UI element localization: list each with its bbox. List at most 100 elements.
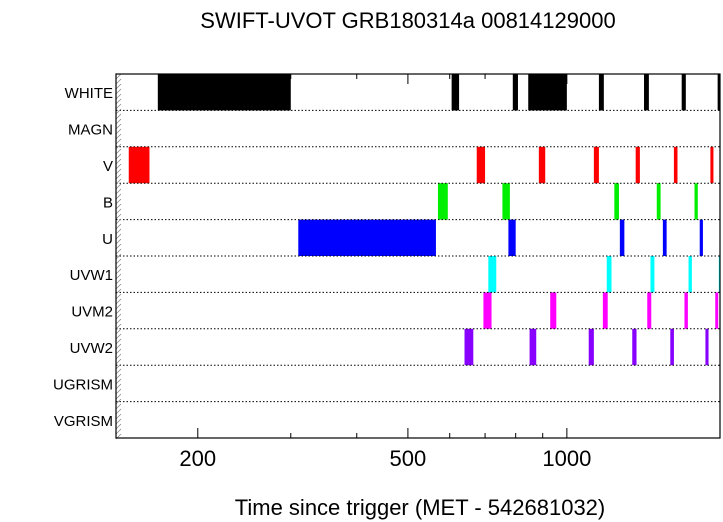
hatch-mark	[115, 278, 122, 285]
hatch-mark	[115, 298, 122, 305]
hatch-mark	[115, 93, 122, 100]
segment-uvw1-4	[688, 256, 692, 293]
row-label-uvm2: UVM2	[71, 304, 113, 321]
segment-uvm2-6	[715, 292, 719, 329]
hatch-mark	[115, 213, 122, 220]
hatch-mark	[115, 238, 122, 245]
segment-white-5	[598, 74, 604, 111]
hatch-mark	[115, 73, 122, 80]
hatch-mark	[115, 408, 122, 415]
hatch-mark	[115, 368, 122, 375]
hatch-mark	[115, 398, 122, 405]
x-axis-label: Time since trigger (MET - 542681032)	[235, 495, 606, 520]
hatch-mark	[115, 338, 122, 345]
row-label-b: B	[103, 194, 113, 211]
hatch-mark	[115, 233, 122, 240]
hatch-mark	[115, 293, 122, 300]
segment-uvm2-5	[684, 292, 688, 329]
segment-uvw2-2	[529, 328, 537, 366]
segment-white-4	[528, 74, 567, 111]
hatch-mark	[115, 163, 122, 170]
segment-uvw2-5	[670, 328, 674, 366]
segment-white-3	[512, 74, 518, 111]
hatch-mark	[115, 103, 122, 110]
hatch-mark	[115, 303, 122, 310]
hatch-mark	[115, 348, 122, 355]
hatch-mark	[115, 343, 122, 350]
hatch-mark	[115, 183, 122, 190]
hatch-mark	[115, 263, 122, 270]
segment-v-6	[673, 146, 678, 184]
segment-white-1	[157, 74, 291, 111]
row-label-white: WHITE	[65, 85, 113, 102]
segment-uvw2-1	[464, 328, 474, 366]
hatch-mark	[115, 418, 122, 425]
segment-uvm2-3	[602, 292, 608, 329]
segment-uvm2-1	[483, 292, 492, 329]
hatch-mark	[115, 113, 122, 120]
hatch-mark	[115, 358, 122, 365]
segment-white-6	[644, 74, 649, 111]
row-label-uvw1: UVW1	[70, 267, 113, 284]
hatch-mark	[115, 243, 122, 250]
hatch-mark	[115, 123, 122, 130]
hatch-mark	[115, 143, 122, 150]
segment-u-2	[508, 219, 516, 256]
hatch-mark	[115, 373, 122, 380]
hatch-mark	[115, 83, 122, 90]
hatch-mark	[115, 198, 122, 205]
row-label-magn: MAGN	[68, 122, 113, 139]
segment-white-7	[681, 74, 686, 111]
row-label-u: U	[102, 231, 113, 248]
row-label-v: V	[103, 158, 113, 175]
hatch-mark	[115, 223, 122, 230]
plot-area: WHITE MAGN V B U UVW1 UVM2 UVW2 UGRISM VGRISM 200 5…	[53, 73, 721, 471]
segment-u-3	[619, 219, 625, 256]
segment-v-1	[128, 146, 150, 184]
segment-uvw2-6	[705, 328, 709, 366]
hatch-mark	[115, 353, 122, 360]
hatch-mark	[115, 108, 122, 115]
row-label-ugrism: UGRISM	[53, 376, 113, 393]
hatch-mark	[115, 413, 122, 420]
hatch-mark	[115, 173, 122, 180]
segment-b-4	[656, 183, 661, 220]
segment-uvm2-4	[647, 292, 652, 329]
segment-b-1	[437, 183, 448, 220]
hatch-mark	[115, 153, 122, 160]
hatch-mark	[115, 378, 122, 385]
x-tick-label-200: 200	[179, 446, 216, 471]
segment-v-3	[538, 146, 546, 184]
segment-uvw2-4	[632, 328, 637, 366]
row-label-vgrism: VGRISM	[54, 413, 113, 430]
hatch-mark	[115, 178, 122, 185]
hatch-mark	[115, 248, 122, 255]
hatch-mark	[115, 128, 122, 135]
hatch-mark	[115, 218, 122, 225]
segment-b-2	[502, 183, 510, 220]
hatch-mark	[115, 318, 122, 325]
hatch-mark	[115, 403, 122, 410]
hatch-mark	[115, 203, 122, 210]
hatch-mark	[115, 188, 122, 195]
hatch-mark	[115, 393, 122, 400]
segment-uvm2-2	[550, 292, 557, 329]
hatch-mark	[115, 323, 122, 330]
segment-v-4	[593, 146, 599, 184]
hatch-mark	[115, 88, 122, 95]
plot-frame	[115, 73, 721, 439]
segment-v-7	[710, 146, 714, 184]
hatch-mark	[115, 118, 122, 125]
chart-title: SWIFT-UVOT GRB180314a 00814129000	[200, 8, 615, 33]
hatch-mark	[115, 428, 122, 435]
hatch-mark	[115, 268, 122, 275]
hatch-mark	[115, 383, 122, 390]
hatch-mark	[115, 158, 122, 165]
row-label-uvw2: UVW2	[70, 340, 113, 357]
hatch-mark	[115, 288, 122, 295]
x-tick-label-500: 500	[390, 446, 427, 471]
hatch-mark	[115, 308, 122, 315]
hatch-mark	[115, 193, 122, 200]
hatch-mark	[115, 423, 122, 430]
hatch-mark	[115, 273, 122, 280]
